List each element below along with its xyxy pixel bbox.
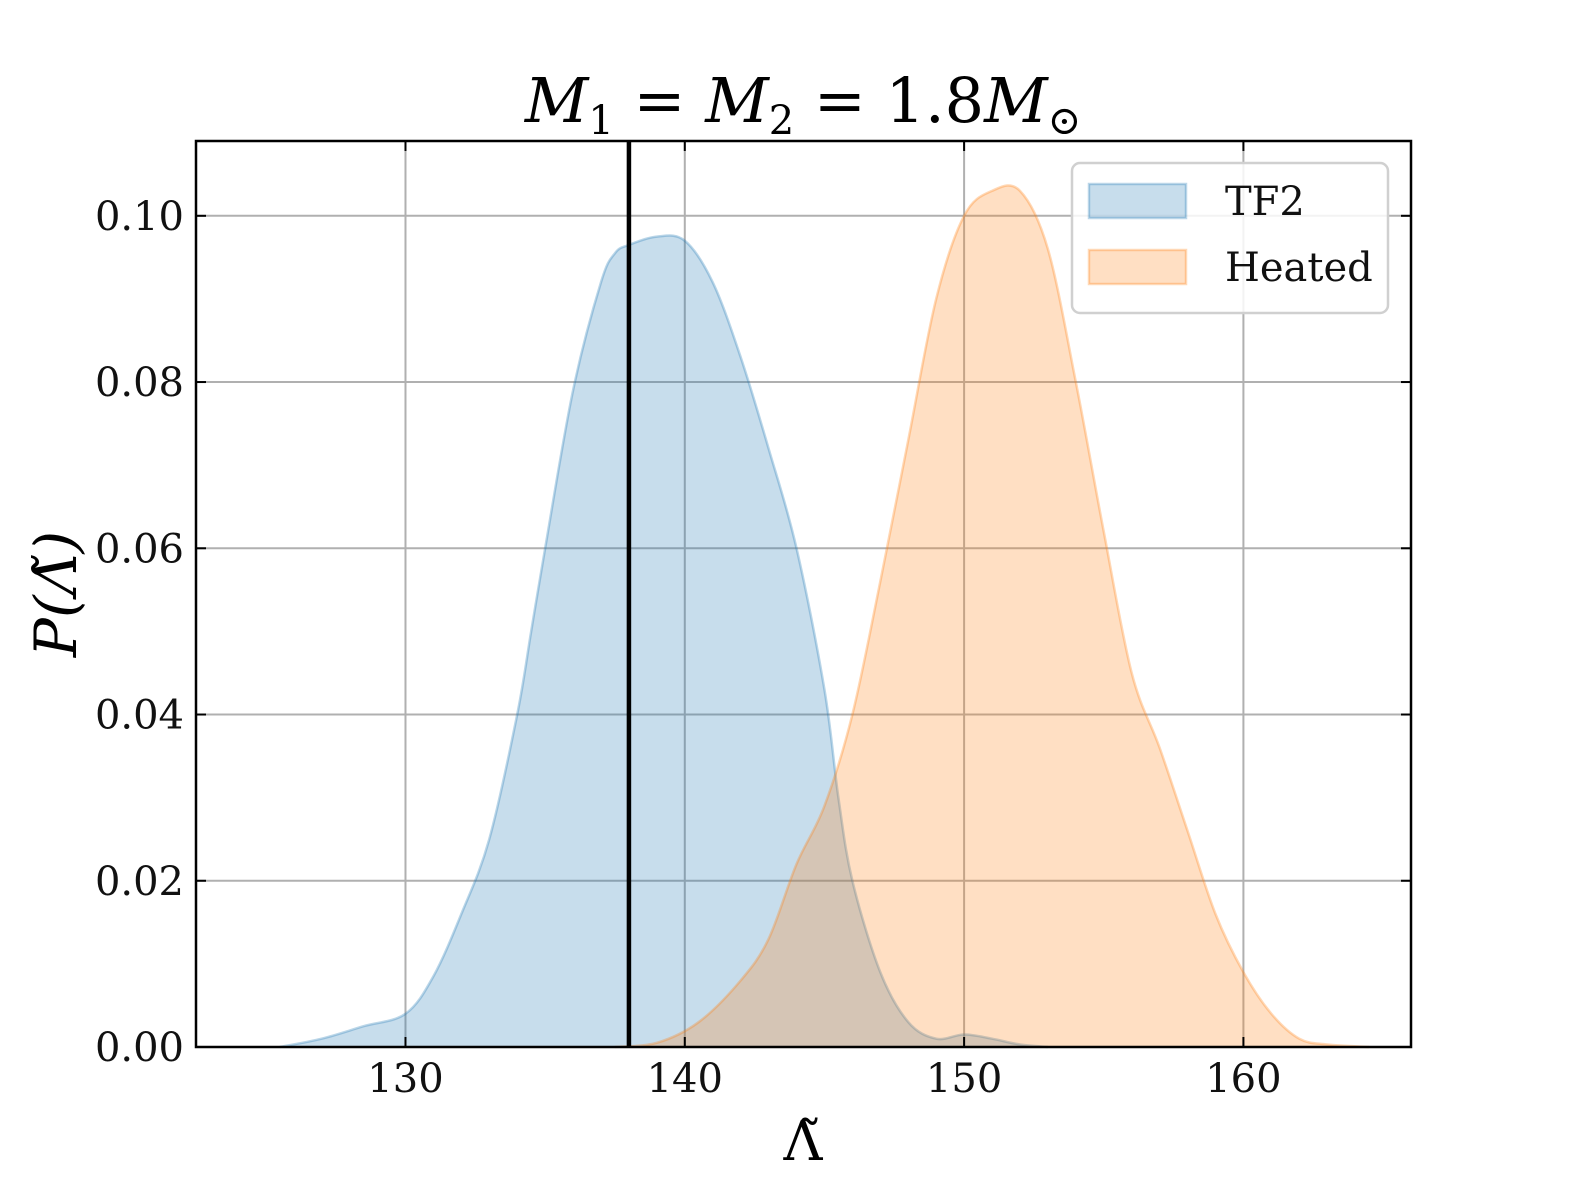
legend-label-heated: Heated bbox=[1225, 245, 1373, 291]
ticks: 130 140 150 160 0.00 0.02 0.04 0.06 0.08 0.10 bbox=[95, 141, 1411, 1102]
legend-label-tf2: TF2 bbox=[1225, 179, 1305, 225]
legend-swatch-tf2 bbox=[1087, 182, 1188, 220]
legend-swatch-heated bbox=[1087, 248, 1188, 286]
chart-title: M1​ = M2​ = 1.8M⊙​ bbox=[524, 64, 1081, 144]
chart-title-text: M1​ = M2​ = 1.8M⊙​ bbox=[524, 64, 1081, 144]
y-tick-label: 0.00 bbox=[95, 1025, 184, 1071]
series-line-heated bbox=[614, 184, 1370, 1049]
x-tick-label: 140 bbox=[647, 1056, 723, 1102]
x-tick-label: 130 bbox=[367, 1056, 443, 1102]
x-axis-label: Λ̃ bbox=[783, 1110, 824, 1173]
legend-box bbox=[1070, 161, 1390, 315]
plot-frame bbox=[194, 139, 1413, 1049]
series-line-tf2 bbox=[279, 234, 1049, 1049]
y-tick-label: 0.06 bbox=[95, 526, 184, 572]
y-tick-label: 0.04 bbox=[95, 693, 184, 739]
y-tick-label: 0.02 bbox=[95, 859, 184, 905]
x-tick-label: 160 bbox=[1205, 1056, 1281, 1102]
y-axis-label: P(Λ̃) bbox=[22, 531, 90, 658]
y-tick-label: 0.08 bbox=[95, 360, 184, 406]
series-areas bbox=[279, 184, 1370, 1049]
y-tick-label: 0.10 bbox=[95, 194, 184, 240]
x-axis-label-text: Λ̃ bbox=[783, 1110, 824, 1173]
legend: TF2 Heated bbox=[1070, 161, 1390, 315]
y-axis-label-text: P(Λ̃) bbox=[22, 531, 90, 658]
x-tick-label: 150 bbox=[926, 1056, 1002, 1102]
series-area-heated bbox=[614, 185, 1370, 1047]
series-area-tf2 bbox=[279, 235, 1048, 1047]
